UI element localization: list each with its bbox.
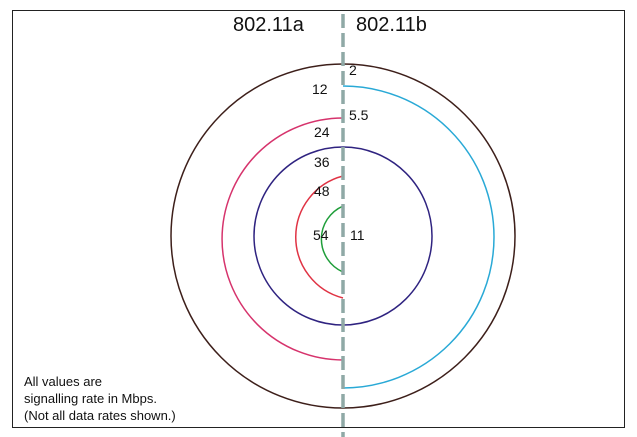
arc-11a-24 <box>221 117 344 361</box>
footnote-line-1: All values are <box>24 374 103 389</box>
header-802-11b: 802.11b <box>356 14 427 36</box>
label-11a-12: 12 <box>312 81 328 97</box>
diagram-frame <box>12 10 625 428</box>
arc-11a-54 <box>320 205 344 273</box>
label-11a-24: 24 <box>314 124 330 140</box>
footnote-line-3: (Not all data rates shown.) <box>24 408 176 423</box>
label-11a-36: 36 <box>314 154 330 170</box>
label-11a-48: 48 <box>314 183 330 199</box>
footnote-line-2: signalling rate in Mbps. <box>24 391 157 406</box>
footnote: All values are signalling rate in Mbps. … <box>24 373 176 424</box>
label-11b-5-5: 5.5 <box>349 107 369 123</box>
label-11b-2: 2 <box>349 62 357 78</box>
arc-11b-5-5 <box>342 85 495 389</box>
label-11a-54: 54 <box>313 227 329 243</box>
arc-11a-48 <box>294 175 344 299</box>
header-802-11a: 802.11a <box>233 14 304 36</box>
label-11b-11: 11 <box>350 227 365 243</box>
